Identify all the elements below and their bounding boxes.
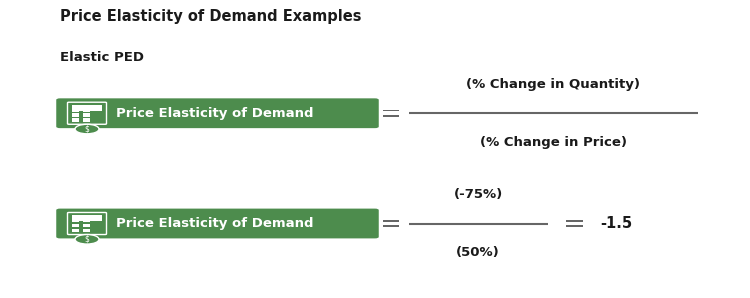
Text: Price Elasticity of Demand: Price Elasticity of Demand <box>116 217 314 230</box>
Bar <box>72 105 102 111</box>
Bar <box>382 110 399 111</box>
Bar <box>382 225 399 227</box>
Bar <box>72 108 79 112</box>
Text: (50%): (50%) <box>456 246 500 259</box>
Bar <box>72 215 102 221</box>
Bar <box>382 220 399 222</box>
Text: Price Elasticity of Demand: Price Elasticity of Demand <box>116 107 314 120</box>
Circle shape <box>75 235 99 244</box>
Bar <box>83 118 90 122</box>
Bar <box>83 108 90 112</box>
Text: (-75%): (-75%) <box>454 188 503 201</box>
Bar <box>566 225 583 227</box>
Text: (% Change in Quantity): (% Change in Quantity) <box>466 78 640 91</box>
Bar <box>72 218 79 222</box>
Text: Price Elasticity of Demand Examples: Price Elasticity of Demand Examples <box>60 9 362 24</box>
Bar <box>566 220 583 222</box>
Text: (% Change in Price): (% Change in Price) <box>480 136 627 149</box>
Bar <box>72 229 79 232</box>
Bar <box>83 224 90 227</box>
Text: -1.5: -1.5 <box>600 216 632 231</box>
Circle shape <box>75 124 99 134</box>
Bar <box>72 118 79 122</box>
Bar <box>83 229 90 232</box>
FancyBboxPatch shape <box>56 98 379 128</box>
Text: Elastic PED: Elastic PED <box>60 51 144 64</box>
Text: $: $ <box>85 125 89 134</box>
Bar <box>83 113 90 117</box>
FancyBboxPatch shape <box>56 209 379 238</box>
Bar <box>382 115 399 117</box>
Bar <box>83 218 90 222</box>
Bar <box>72 113 79 117</box>
Bar <box>72 224 79 227</box>
Text: $: $ <box>85 235 89 244</box>
